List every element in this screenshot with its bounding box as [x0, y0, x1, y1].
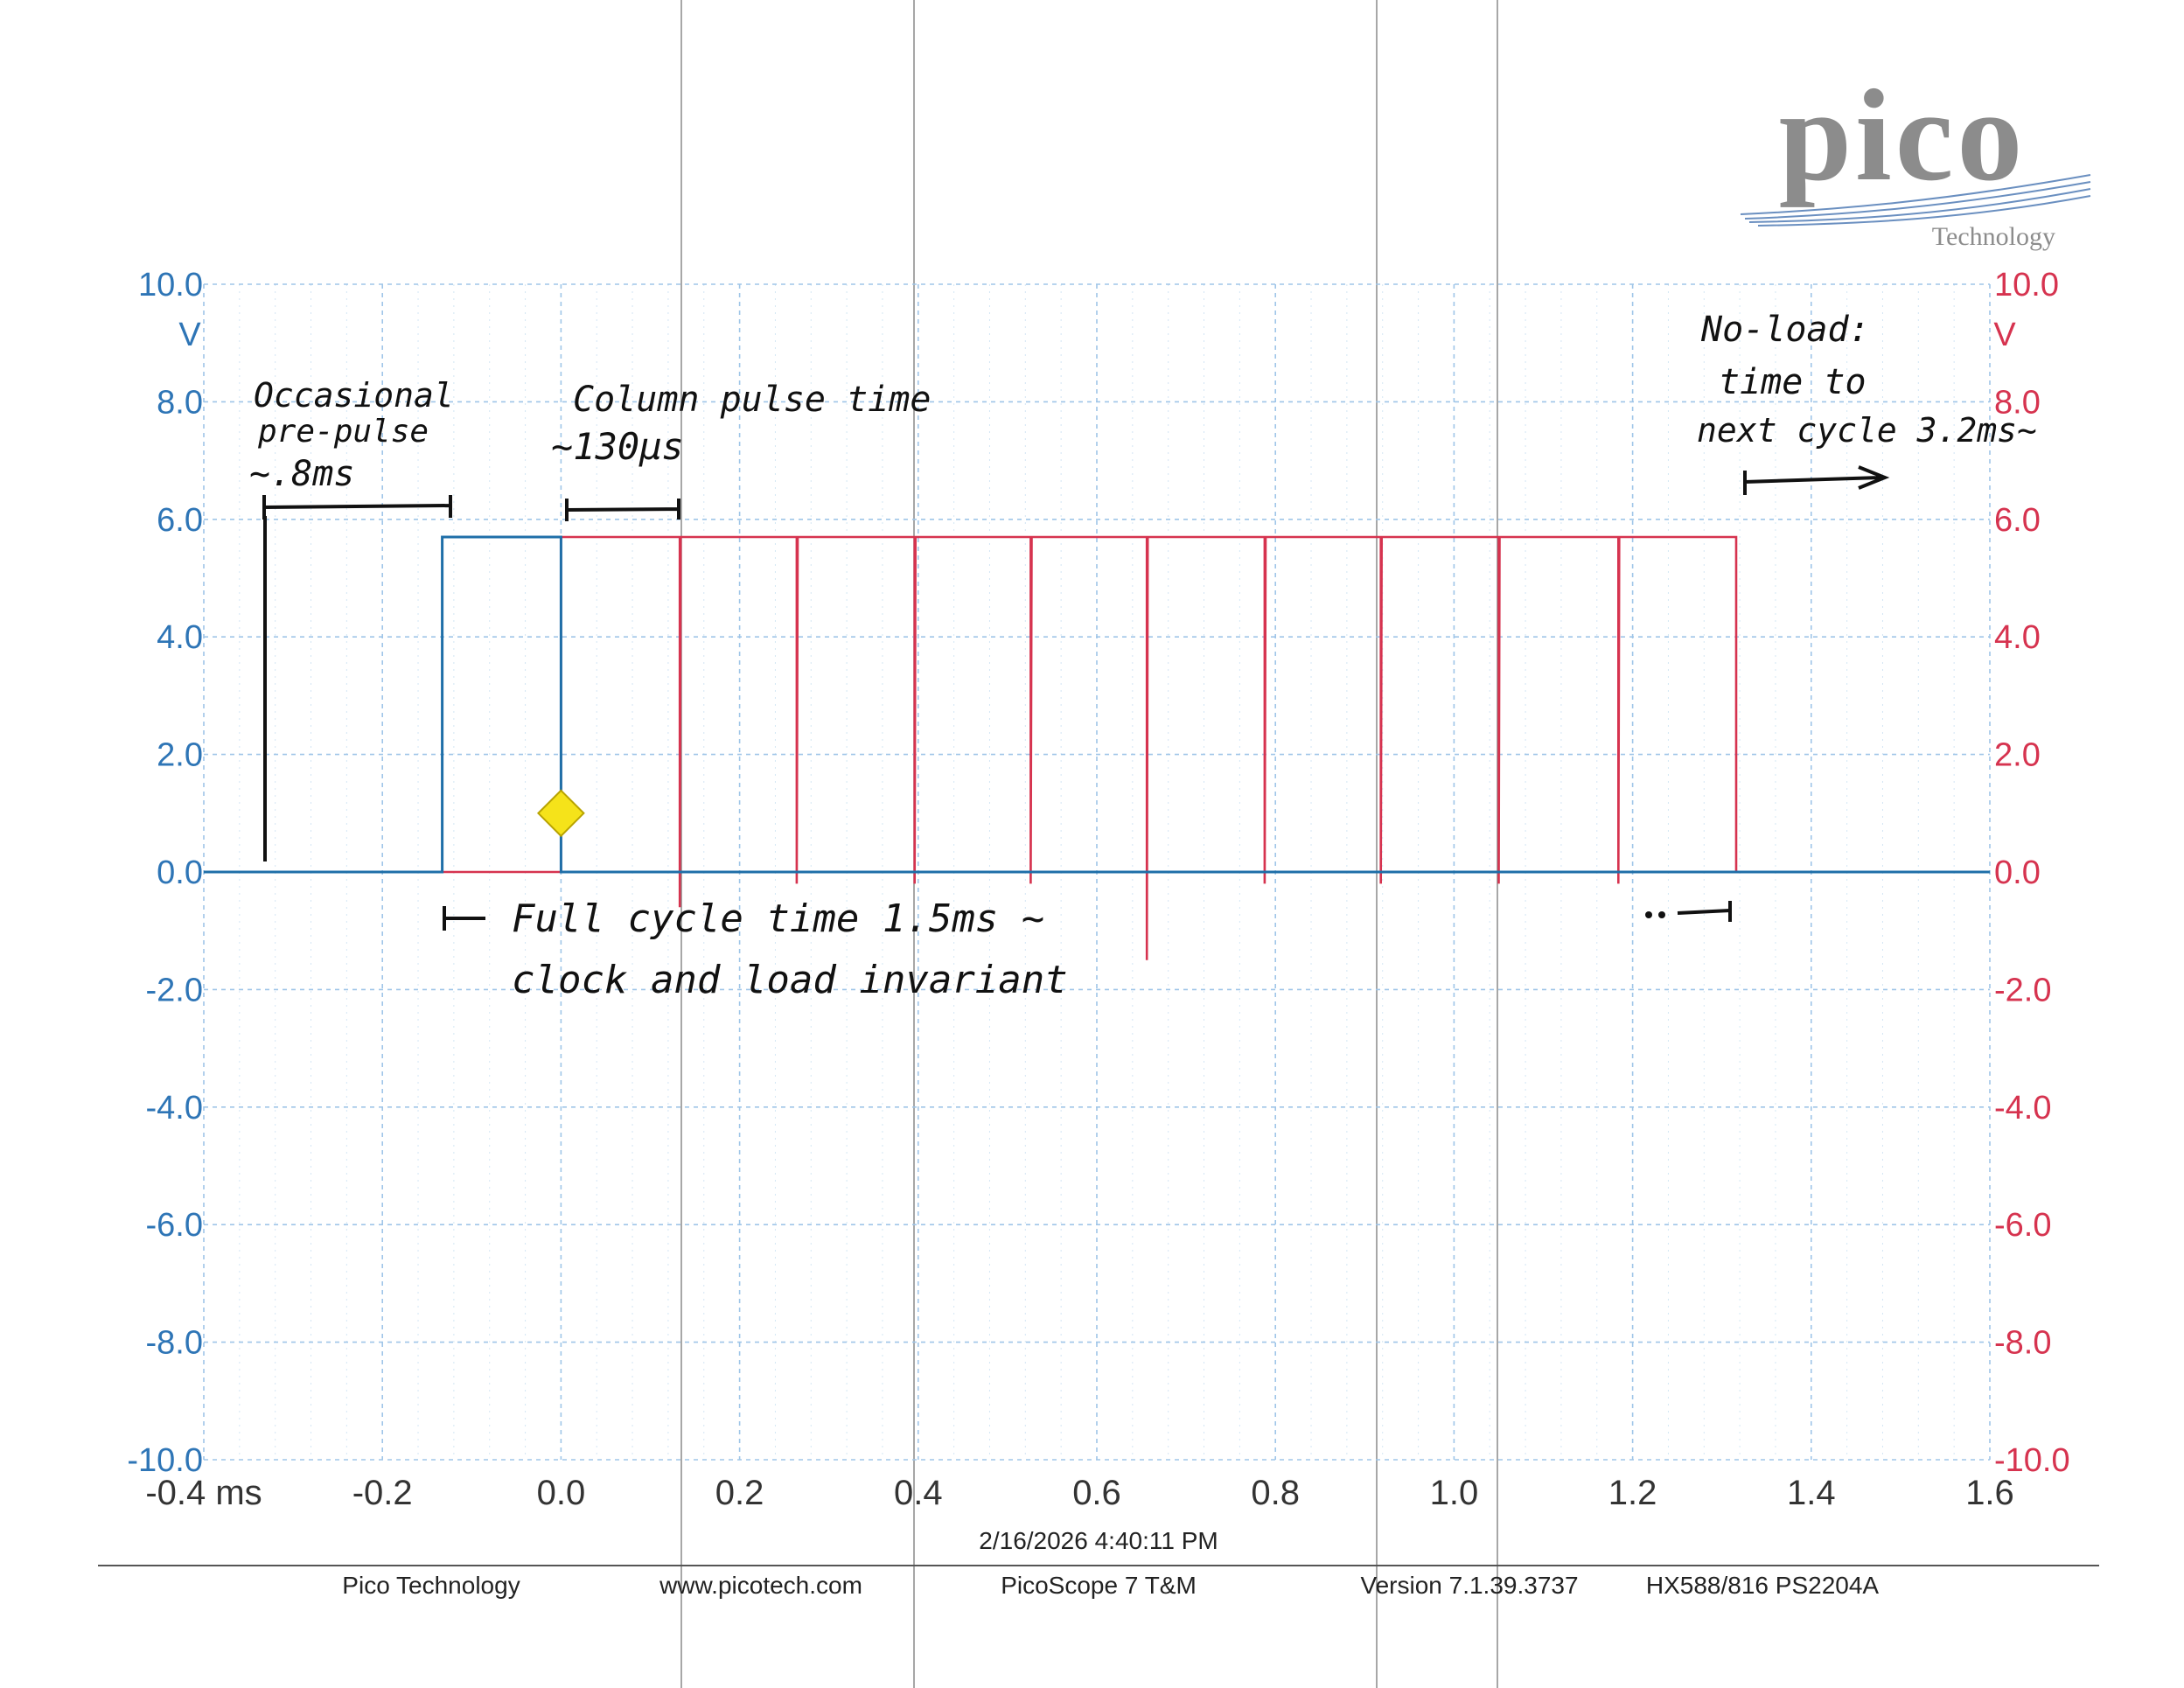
annotations: Occasional pre-pulse ~.8ms Column pulse …: [249, 310, 2037, 1002]
footer-version: Version 7.1.39.3737: [1360, 1572, 1578, 1599]
right-y-tick-label: -10.0: [1994, 1442, 2070, 1479]
right-y-tick-label: -4.0: [1994, 1090, 2051, 1126]
right-y-tick-label: -2.0: [1994, 972, 2051, 1008]
x-tick-label: 0.2: [715, 1474, 764, 1512]
right-y-axis-tick-labels: 10.0 8.0 6.0 4.0 2.0 0.0 -2.0 -4.0 -6.0 -8.0 -10.0: [1994, 267, 2070, 1479]
annotation-no-load-arrow: [1743, 465, 1890, 495]
footer-company: Pico Technology: [342, 1572, 520, 1599]
footer: 2/16/2026 4:40:11 PM Pico Technology www…: [98, 1527, 2099, 1599]
waveform-traces: [204, 535, 1990, 960]
left-y-tick-label: 2.0: [157, 737, 203, 774]
x-tick-label: 1.2: [1608, 1474, 1657, 1512]
trigger-marker[interactable]: [536, 789, 585, 838]
annotation-prepulse-line-3: ~.8ms: [249, 454, 354, 494]
x-tick-label: -0.4 ms: [145, 1474, 262, 1512]
annotation-column-pulse-line-2: ~130μs: [551, 425, 684, 468]
annotation-full-cycle-dot: [1645, 911, 1652, 918]
right-y-tick-label: 10.0: [1994, 267, 2059, 303]
left-y-axis-tick-labels: 10.0 8.0 6.0 4.0 2.0 0.0 -2.0 -4.0 -6.0 -8.0 -10.0: [127, 267, 203, 1479]
right-y-tick-label: 0.0: [1994, 854, 2041, 891]
left-y-tick-label: -4.0: [146, 1090, 203, 1126]
x-tick-label: 0.4: [894, 1474, 943, 1512]
footer-website: www.picotech.com: [659, 1572, 862, 1599]
logo-wave-lines: [1740, 174, 2091, 227]
logo-wordmark: pico: [1779, 63, 2027, 208]
x-tick-label: 0.6: [1072, 1474, 1121, 1512]
annotation-no-load-line-2: time to: [1719, 362, 1867, 402]
right-y-tick-label: 2.0: [1994, 737, 2041, 774]
right-y-tick-label: 4.0: [1994, 619, 2041, 656]
x-tick-label: 0.0: [537, 1474, 586, 1512]
x-tick-label: -0.2: [352, 1474, 413, 1512]
annotation-column-pulse-arrow: [565, 499, 680, 521]
footer-device: HX588/816 PS2204A: [1646, 1572, 1880, 1599]
annotation-full-cycle-line-1: Full cycle time 1.5ms ~: [512, 896, 1044, 941]
pico-technology-logo: pico Technology: [1740, 63, 2091, 251]
left-y-axis-unit: V: [178, 317, 201, 353]
paper-creases: [680, 0, 1498, 1688]
x-tick-label: 0.8: [1251, 1474, 1300, 1512]
right-y-axis-unit: V: [1993, 317, 2016, 353]
channel-b-trace: [204, 535, 1990, 960]
x-tick-label: 1.6: [1965, 1474, 2014, 1512]
annotation-no-load-line-3: next cycle 3.2ms~: [1697, 411, 2037, 450]
footer-product: PicoScope 7 T&M: [1001, 1572, 1197, 1599]
channel-a-trace: [204, 535, 1990, 874]
left-y-tick-label: 6.0: [157, 502, 203, 539]
annotation-full-cycle-line-2: clock and load invariant: [512, 958, 1068, 1002]
right-y-tick-label: -8.0: [1994, 1325, 2051, 1362]
annotation-prepulse-line-1: Occasional: [254, 376, 454, 415]
annotation-prepulse-arrow: [262, 495, 452, 520]
right-y-tick-label: 6.0: [1994, 502, 2041, 539]
x-tick-label: 1.0: [1430, 1474, 1479, 1512]
left-y-tick-label: -10.0: [127, 1442, 203, 1479]
left-y-tick-label: -6.0: [146, 1207, 203, 1244]
left-y-tick-label: 4.0: [157, 619, 203, 656]
left-y-tick-label: 8.0: [157, 384, 203, 421]
left-y-tick-label: 10.0: [138, 267, 203, 303]
annotation-prepulse-line-2: pre-pulse: [257, 414, 429, 450]
x-axis-tick-labels: -0.4 ms -0.2 0.0 0.2 0.4 0.6 0.8 1.0 1.2 1.4 1.6: [145, 1474, 2013, 1512]
annotation-column-pulse-line-1: Column pulse time: [573, 380, 931, 420]
left-y-tick-label: -2.0: [146, 972, 203, 1008]
annotation-no-load-line-1: No-load:: [1700, 310, 1870, 350]
right-y-tick-label: -6.0: [1994, 1207, 2051, 1244]
capture-timestamp: 2/16/2026 4:40:11 PM: [979, 1527, 1218, 1554]
left-y-tick-label: 0.0: [157, 854, 203, 891]
annotation-full-cycle-start-arrow: [443, 906, 485, 931]
x-tick-label: 1.4: [1787, 1474, 1836, 1512]
trigger-diamond[interactable]: [536, 789, 585, 838]
right-y-tick-label: 8.0: [1994, 384, 2041, 421]
annotation-full-cycle-dot: [1658, 911, 1665, 918]
left-y-tick-label: -8.0: [146, 1325, 203, 1362]
annotation-full-cycle-end-arrow: [1677, 901, 1732, 922]
logo-tagline: Technology: [1932, 222, 2055, 251]
